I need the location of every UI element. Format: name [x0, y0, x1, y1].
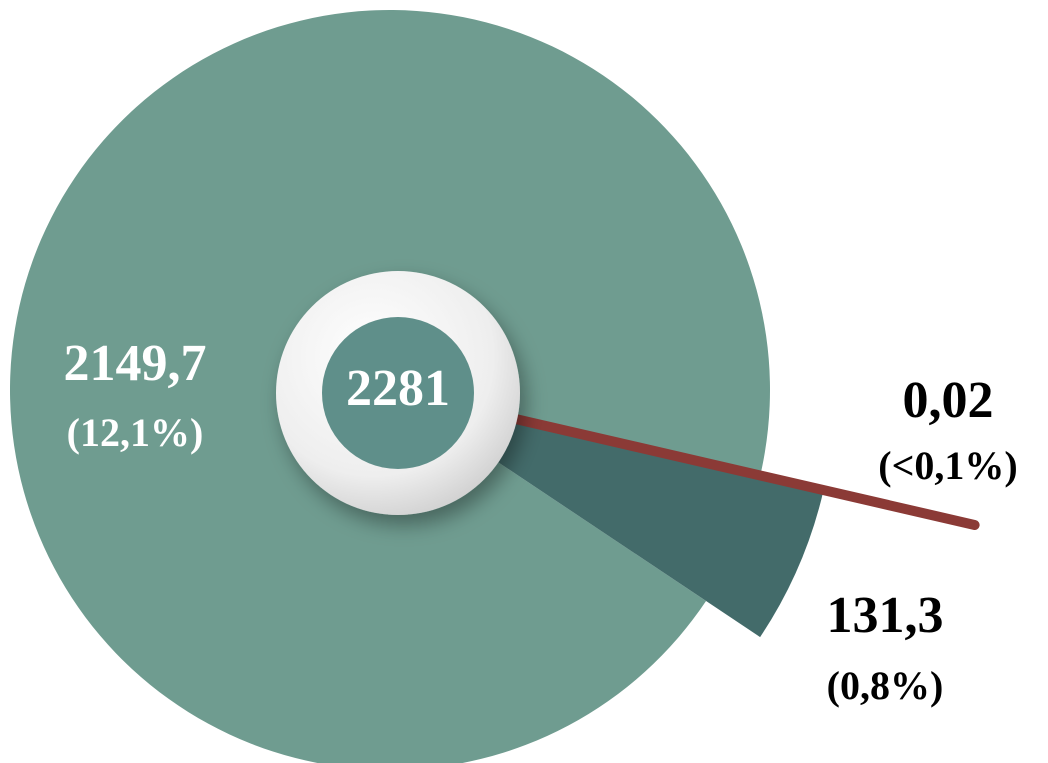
- pie-slice: [385, 385, 980, 531]
- value-label: 2149,7: [64, 335, 207, 392]
- center-disc: [322, 317, 474, 469]
- percent-label: (<0,1%): [878, 443, 1017, 488]
- percent-label: (12,1%): [67, 410, 204, 455]
- value-label: 131,3: [827, 587, 944, 644]
- percent-label: (0,8%): [827, 663, 944, 708]
- value-label: 0,02: [903, 372, 994, 429]
- total-label: 2281: [346, 360, 450, 417]
